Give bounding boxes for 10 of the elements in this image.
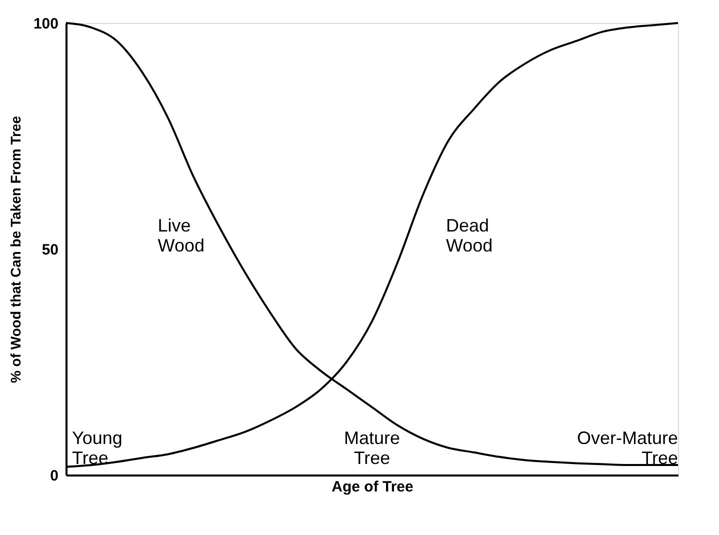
series-label: Live Wood xyxy=(158,215,205,256)
y-tick-label: 100 xyxy=(33,16,58,32)
annotation: Young Tree xyxy=(72,428,122,468)
annotation: Over-Mature Tree xyxy=(576,428,678,468)
y-tick-label: 0 xyxy=(50,468,58,484)
series-label: Dead Wood xyxy=(446,215,493,256)
annotation: Mature Tree xyxy=(344,428,400,468)
x-axis-title: Age of Tree xyxy=(332,478,414,496)
y-tick-label: 50 xyxy=(42,242,58,258)
y-axis-title: % of Wood that Can be Taken From Tree xyxy=(7,116,24,384)
